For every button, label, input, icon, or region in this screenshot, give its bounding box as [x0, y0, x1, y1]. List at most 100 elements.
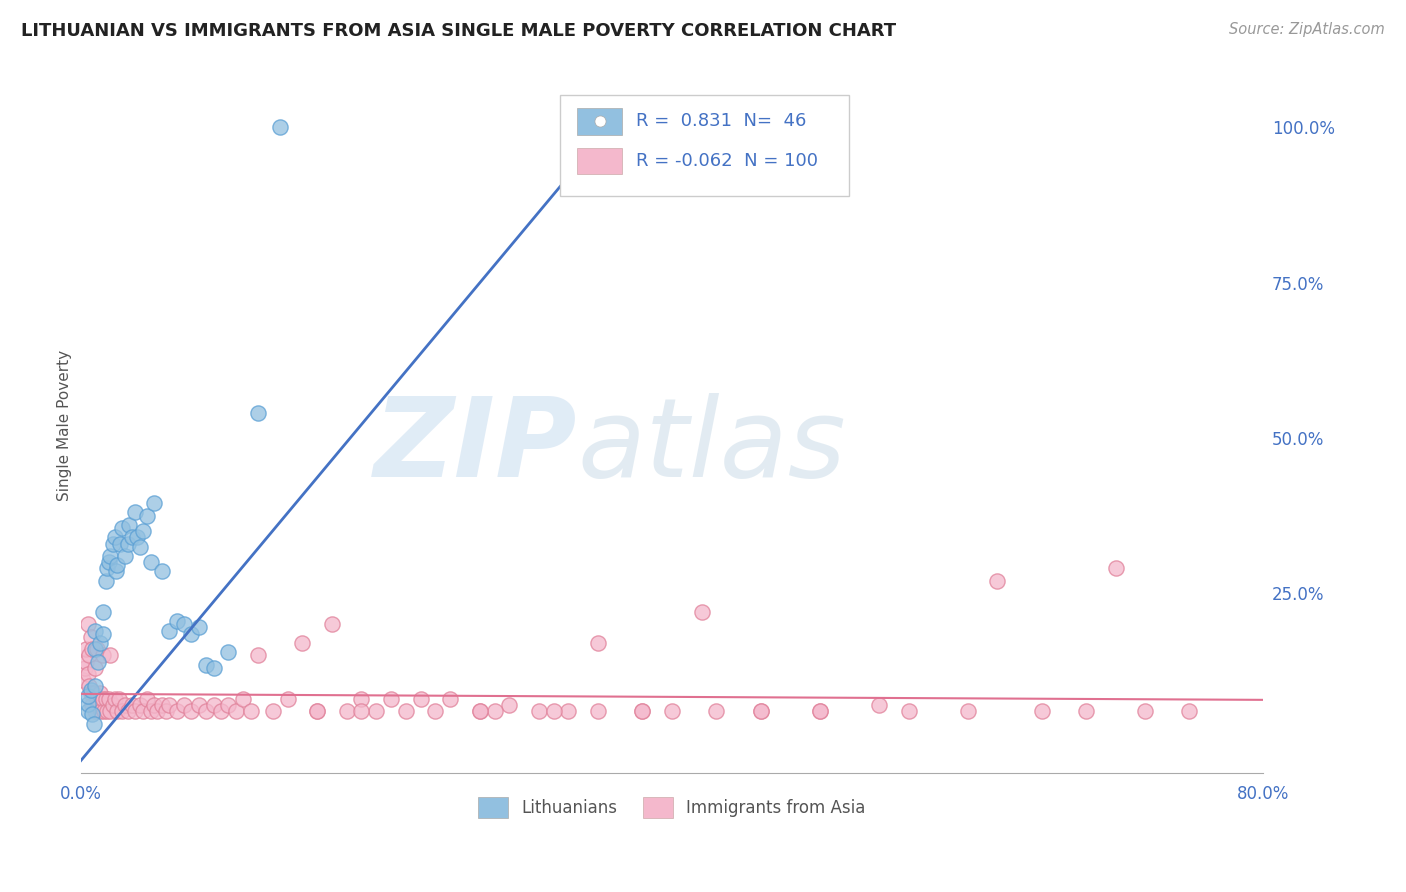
Point [103, 691, 125, 706]
Point [868, 698, 890, 712]
Point [101, 698, 124, 712]
Point [262, 704, 284, 718]
Point [86, 642, 108, 657]
Point [143, 496, 166, 510]
Point [146, 704, 169, 718]
Point [118, 517, 141, 532]
Point [468, 704, 491, 718]
Bar [560, 95, 849, 195]
Text: R = -0.062  N = 100: R = -0.062 N = 100 [637, 152, 818, 170]
Point [73, 661, 96, 675]
Y-axis label: Single Male Poverty: Single Male Poverty [58, 350, 72, 501]
Point [108, 691, 131, 706]
Point [157, 624, 180, 638]
Point [96, 561, 118, 575]
Point [98, 704, 121, 718]
Point [93, 704, 115, 718]
Legend: Lithuanians, Immigrants from Asia: Lithuanians, Immigrants from Asia [472, 790, 872, 824]
Point [380, 691, 402, 706]
Point [690, 605, 713, 619]
Point [91, 605, 114, 619]
Point [527, 704, 550, 718]
Point [366, 704, 388, 718]
Point [124, 505, 146, 519]
Point [117, 704, 139, 718]
Point [661, 704, 683, 718]
Point [107, 704, 129, 718]
Point [180, 626, 202, 640]
Text: atlas: atlas [578, 392, 846, 500]
Point [202, 698, 225, 712]
Point [89, 636, 111, 650]
Point [350, 704, 373, 718]
Point [141, 704, 163, 718]
Point [195, 657, 218, 672]
Point [484, 704, 506, 718]
Point [77, 704, 100, 718]
Point [136, 508, 159, 523]
Point [1031, 704, 1053, 718]
Point [187, 698, 209, 712]
Text: ZIP: ZIP [374, 392, 578, 500]
Point [586, 636, 609, 650]
Bar [578, 148, 623, 174]
Point [1178, 704, 1201, 718]
Point [425, 704, 447, 718]
Point [77, 697, 100, 711]
Point [749, 704, 772, 718]
Point [84, 661, 107, 675]
Point [131, 704, 153, 718]
Point [395, 704, 418, 718]
Point [141, 555, 163, 569]
Point [557, 704, 579, 718]
Point [72, 673, 94, 688]
Point [498, 698, 520, 712]
Point [143, 698, 166, 712]
Point [749, 704, 772, 718]
Point [124, 704, 146, 718]
Point [87, 655, 110, 669]
Point [246, 406, 269, 420]
Point [117, 536, 139, 550]
Point [98, 549, 121, 563]
Point [77, 667, 100, 681]
Point [166, 614, 188, 628]
Point [173, 698, 195, 712]
Point [602, 120, 624, 135]
Point [84, 624, 107, 638]
Point [75, 642, 97, 657]
Point [82, 698, 104, 712]
Point [84, 642, 107, 657]
Point [125, 530, 148, 544]
Point [84, 680, 107, 694]
Point [128, 540, 150, 554]
Point [350, 691, 373, 706]
Point [79, 648, 101, 663]
Point [103, 530, 125, 544]
Bar [578, 108, 623, 135]
Text: Source: ZipAtlas.com: Source: ZipAtlas.com [1229, 22, 1385, 37]
Point [704, 704, 727, 718]
Point [336, 704, 359, 718]
Point [631, 704, 654, 718]
Point [276, 691, 298, 706]
Point [114, 549, 136, 563]
Point [209, 704, 232, 718]
Point [79, 680, 101, 694]
Point [307, 704, 329, 718]
Point [1133, 704, 1156, 718]
Point [84, 704, 107, 718]
Point [307, 704, 329, 718]
Text: LITHUANIAN VS IMMIGRANTS FROM ASIA SINGLE MALE POVERTY CORRELATION CHART: LITHUANIAN VS IMMIGRANTS FROM ASIA SINGL… [21, 22, 896, 40]
Point [808, 704, 831, 718]
Point [91, 648, 114, 663]
Point [468, 704, 491, 718]
Point [111, 704, 134, 718]
Point [105, 565, 128, 579]
Point [808, 704, 831, 718]
Point [157, 698, 180, 712]
Point [87, 698, 110, 712]
Point [94, 574, 117, 588]
Point [114, 698, 136, 712]
Point [80, 686, 103, 700]
